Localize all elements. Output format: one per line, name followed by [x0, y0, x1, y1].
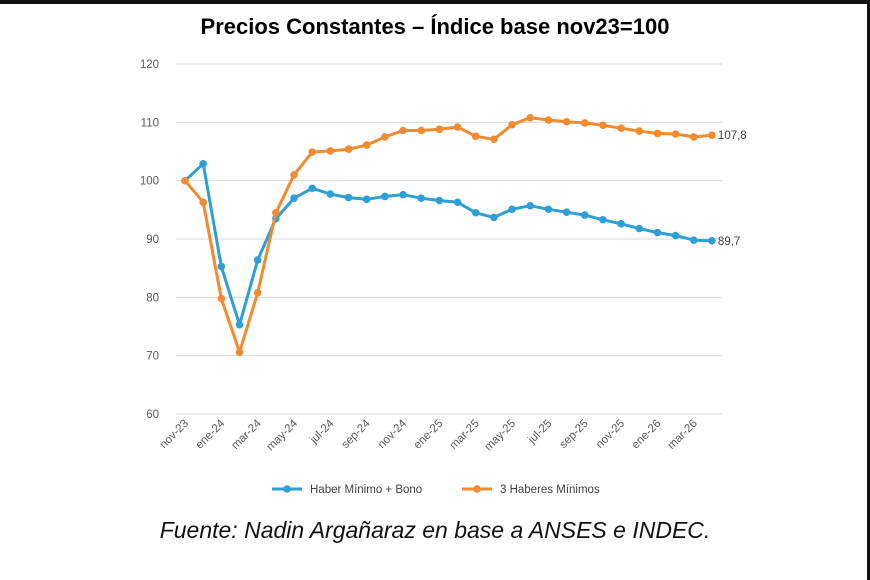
x-tick-label: nov-24 — [376, 417, 410, 451]
data-point — [235, 348, 244, 356]
data-point — [308, 184, 316, 193]
data-point — [453, 123, 462, 131]
data-point — [362, 195, 371, 204]
data-point — [344, 145, 353, 153]
legend-label: 3 Haberes Mínimos — [500, 484, 600, 496]
x-tick-label: ene-24 — [194, 417, 228, 451]
end-labels: 89,7 107,8 — [718, 130, 747, 248]
data-point — [562, 117, 571, 126]
data-point — [272, 208, 280, 217]
x-tick-label: ene-25 — [412, 418, 446, 452]
data-point — [199, 159, 207, 168]
chart-title: Precios Constantes – Índice base nov23=1… — [200, 14, 670, 39]
data-point — [217, 294, 226, 303]
data-point — [617, 124, 625, 132]
data-point — [199, 198, 207, 207]
data-point — [689, 133, 698, 141]
x-tick-label: jul-24 — [307, 417, 337, 447]
data-point — [326, 190, 335, 198]
top-border — [0, 0, 870, 4]
gridlines — [176, 63, 722, 415]
x-tick-label: mar-24 — [230, 417, 265, 452]
data-point — [362, 141, 371, 149]
data-point — [653, 228, 662, 237]
legend-marker — [283, 485, 291, 493]
data-point — [544, 116, 553, 124]
data-point — [290, 194, 298, 202]
x-tick-label: nov-23 — [158, 418, 191, 451]
data-point — [671, 231, 680, 240]
data-point — [253, 256, 262, 264]
data-point — [708, 236, 716, 245]
end-value-label: 89,7 — [718, 236, 740, 248]
data-point — [181, 176, 189, 185]
data-point — [399, 126, 407, 135]
x-tick-label: mar-26 — [666, 418, 700, 452]
data-point — [217, 262, 226, 271]
y-axis-ticks: 60 70 80 90 100 110 120 — [140, 59, 159, 421]
legend-label: Haber Mínimo + Bono — [310, 484, 422, 496]
x-tick-label: ene-26 — [630, 418, 664, 452]
data-point — [471, 208, 480, 217]
data-point — [235, 320, 244, 329]
data-point — [508, 205, 516, 214]
series-line — [183, 116, 713, 354]
data-point — [453, 198, 462, 207]
x-tick-label: jul-25 — [525, 418, 554, 447]
y-tick-label: 90 — [146, 234, 159, 246]
data-point — [490, 213, 498, 222]
data-point — [635, 224, 644, 233]
data-point — [417, 126, 426, 135]
data-point — [417, 194, 426, 202]
data-point — [508, 120, 516, 129]
data-point — [708, 131, 716, 139]
y-tick-label: 100 — [140, 176, 159, 188]
y-tick-label: 110 — [141, 117, 159, 129]
data-point — [308, 148, 316, 156]
data-point — [326, 147, 335, 155]
series-lines — [181, 113, 716, 356]
data-point — [599, 121, 607, 130]
y-tick-label: 120 — [140, 59, 159, 71]
end-value-label: 107,8 — [718, 130, 747, 142]
data-point — [435, 125, 444, 134]
x-tick-label: sep-24 — [339, 417, 373, 451]
data-point — [544, 205, 553, 214]
data-point — [526, 201, 535, 210]
data-point — [599, 215, 607, 224]
legend-marker — [473, 485, 481, 493]
data-point — [290, 171, 298, 179]
data-point — [617, 220, 625, 228]
data-point — [381, 192, 389, 201]
data-point — [381, 133, 389, 141]
data-point — [471, 132, 480, 141]
x-tick-label: nov-25 — [594, 418, 627, 451]
source-note: Fuente: Nadin Argañaraz en base a ANSES … — [159, 517, 711, 543]
x-tick-label: mar-25 — [448, 418, 482, 452]
y-tick-label: 70 — [146, 351, 159, 363]
y-tick-label: 60 — [146, 409, 159, 421]
data-point — [635, 127, 644, 135]
data-point — [580, 119, 589, 127]
right-border — [867, 0, 870, 580]
data-point — [653, 129, 662, 138]
data-point — [399, 190, 407, 199]
series-line — [183, 162, 712, 327]
x-tick-label: may-24 — [265, 417, 301, 453]
data-point — [490, 135, 498, 144]
data-point — [580, 211, 589, 219]
x-axis-ticks: nov-23 ene-24 mar-24 may-24 jul-24 sep-24 nov-… — [158, 417, 700, 453]
y-tick-label: 80 — [146, 292, 159, 304]
x-tick-label: may-25 — [483, 418, 519, 454]
data-point — [526, 113, 535, 122]
data-point — [435, 196, 444, 205]
data-point — [689, 236, 698, 244]
data-point — [562, 208, 571, 216]
legend: Haber Mínimo + Bono 3 Haberes Mínimos — [272, 484, 600, 496]
data-point — [253, 288, 262, 297]
data-point — [671, 130, 680, 138]
data-point — [344, 193, 353, 202]
x-tick-label: sep-25 — [558, 418, 591, 451]
